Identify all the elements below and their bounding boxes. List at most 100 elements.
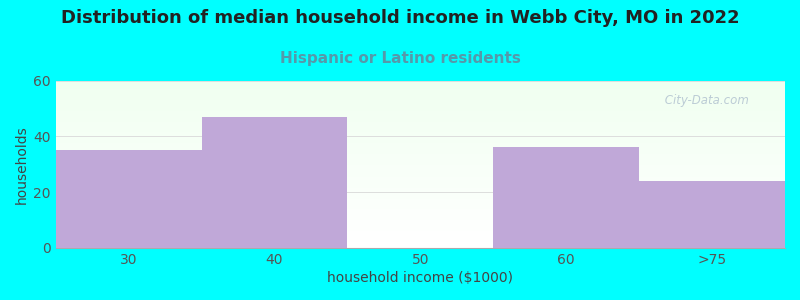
Bar	[56, 131, 785, 132]
Bar	[56, 142, 785, 143]
Bar	[56, 120, 785, 121]
Bar	[56, 187, 785, 188]
Bar	[56, 138, 785, 139]
Bar	[56, 218, 785, 219]
Bar	[56, 247, 785, 248]
Bar	[56, 111, 785, 112]
Bar	[56, 96, 785, 97]
Bar	[56, 123, 785, 124]
Bar	[56, 158, 785, 159]
Bar	[56, 121, 785, 122]
Bar	[56, 140, 785, 141]
Bar	[56, 89, 785, 90]
Bar	[56, 243, 785, 244]
Text: Hispanic or Latino residents: Hispanic or Latino residents	[279, 51, 521, 66]
Bar	[56, 244, 785, 245]
Bar	[56, 208, 785, 209]
Bar	[56, 107, 785, 108]
Bar	[56, 93, 785, 94]
Bar	[56, 133, 785, 134]
Bar	[56, 209, 785, 210]
Bar	[56, 82, 785, 83]
Bar	[56, 163, 785, 164]
Bar	[56, 115, 785, 116]
Bar	[56, 189, 785, 190]
Bar	[56, 241, 785, 242]
Bar	[56, 148, 785, 149]
Text: Distribution of median household income in Webb City, MO in 2022: Distribution of median household income …	[61, 9, 739, 27]
Bar	[56, 237, 785, 238]
Bar	[56, 159, 785, 160]
Bar	[56, 222, 785, 223]
Bar	[56, 199, 785, 200]
Bar	[56, 188, 785, 189]
Bar	[56, 210, 785, 211]
Bar	[56, 134, 785, 135]
Bar	[56, 97, 785, 98]
Bar	[56, 125, 785, 126]
Bar	[56, 103, 785, 104]
Bar	[56, 167, 785, 168]
Bar	[56, 227, 785, 228]
Bar	[56, 108, 785, 109]
Bar	[56, 225, 785, 226]
Bar	[202, 117, 347, 248]
Bar	[56, 157, 785, 158]
Bar	[56, 219, 785, 220]
Bar	[56, 201, 785, 202]
Bar	[56, 239, 785, 240]
Bar	[56, 150, 202, 248]
Bar	[56, 224, 785, 225]
Bar	[56, 220, 785, 221]
Bar	[56, 164, 785, 165]
Bar	[56, 83, 785, 84]
Bar	[56, 234, 785, 235]
Bar	[56, 192, 785, 193]
Bar	[56, 203, 785, 204]
Bar	[639, 181, 785, 248]
Bar	[56, 139, 785, 140]
Bar	[56, 92, 785, 93]
Bar	[56, 178, 785, 179]
Bar	[56, 166, 785, 167]
Text: City-Data.com: City-Data.com	[661, 94, 749, 107]
Bar	[56, 165, 785, 166]
Bar	[56, 171, 785, 172]
Bar	[56, 150, 785, 151]
Bar	[56, 190, 785, 191]
Bar	[56, 86, 785, 87]
Bar	[56, 155, 785, 156]
Bar	[56, 84, 785, 85]
Bar	[56, 153, 785, 154]
Bar	[56, 129, 785, 130]
Bar	[56, 102, 785, 103]
Bar	[56, 117, 785, 118]
Bar	[56, 106, 785, 107]
Bar	[56, 197, 785, 198]
Bar	[56, 230, 785, 231]
Bar	[56, 85, 785, 86]
Bar	[56, 101, 785, 102]
Bar	[56, 174, 785, 175]
Bar	[56, 226, 785, 227]
Bar	[56, 238, 785, 239]
Bar	[56, 143, 785, 144]
Bar	[56, 152, 785, 153]
Bar	[56, 90, 785, 91]
Bar	[56, 172, 785, 173]
Bar	[56, 232, 785, 233]
Bar	[56, 170, 785, 171]
Bar	[56, 98, 785, 99]
Bar	[56, 168, 785, 169]
Bar	[56, 180, 785, 181]
Bar	[56, 198, 785, 199]
Bar	[56, 99, 785, 100]
Bar	[56, 184, 785, 185]
Bar	[56, 185, 785, 186]
Bar	[56, 128, 785, 129]
Bar	[56, 110, 785, 111]
Bar	[56, 85, 785, 86]
Bar	[56, 169, 785, 170]
Bar	[56, 240, 785, 241]
Bar	[56, 231, 785, 232]
